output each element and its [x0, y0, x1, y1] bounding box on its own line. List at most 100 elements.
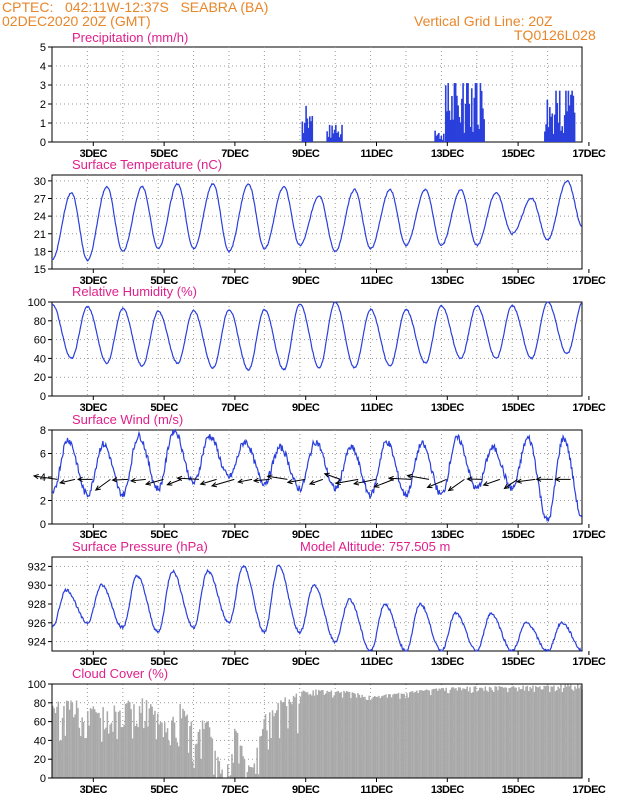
cloud-bar [437, 690, 439, 778]
cloud-bar [143, 728, 145, 778]
wind-arrow-head [503, 483, 510, 490]
y-tick-label: 2 [40, 99, 46, 111]
x-tick-label: 17DEC [572, 275, 606, 287]
cloud-bar [256, 747, 258, 778]
y-tick-label: 20 [34, 372, 46, 384]
cloud-bar [183, 710, 186, 778]
cloud-bar [207, 721, 209, 778]
y-tick-label: 8 [40, 425, 46, 437]
cloud-bar [273, 716, 275, 778]
cloud-bar [528, 691, 530, 778]
cloud-bar [260, 735, 263, 778]
cloud-bar [381, 696, 383, 778]
cloud-bar [154, 710, 156, 778]
cloud-bar [486, 690, 488, 778]
cloud-bar [178, 746, 180, 778]
cloud-bar [329, 691, 331, 778]
x-tick-label: 7DEC [221, 529, 249, 541]
cloud-bar [129, 702, 131, 778]
x-tick-label: 15DEC [502, 656, 536, 668]
cloud-bar [172, 716, 174, 778]
cloud-bar [116, 739, 118, 778]
cloud-bar [427, 690, 429, 778]
wind-arrow [287, 478, 306, 483]
cloud-bar [92, 706, 95, 778]
cloud-bar [397, 692, 400, 778]
x-tick-label: 13DEC [431, 148, 465, 160]
cloud-bar [564, 684, 566, 778]
panel-0 [48, 46, 590, 146]
cloud-bar [553, 685, 555, 778]
cloud-bar [263, 719, 265, 778]
precip-bar [572, 95, 575, 142]
cloud-bar [284, 697, 286, 778]
cloud-bar [73, 717, 75, 778]
cloud-bar [371, 698, 373, 778]
cloud-bar [277, 703, 279, 778]
precip-bar [470, 88, 473, 142]
cloud-bar [59, 740, 61, 778]
precip-bar [305, 105, 307, 142]
wind-arrow-head [266, 474, 273, 480]
cloud-bar [470, 692, 473, 778]
cloud-bar [67, 701, 69, 778]
wind-arrow-head [323, 472, 330, 478]
cloud-bar [348, 691, 351, 778]
cloud-bar [354, 693, 356, 778]
cloud-bar [77, 707, 79, 778]
cloud-bar [339, 692, 341, 778]
cloud-bar [413, 692, 415, 778]
cloud-bar [192, 761, 194, 778]
x-tick-label: 3DEC [80, 148, 108, 160]
cloud-bar [295, 693, 298, 778]
cloud-bar [110, 722, 113, 778]
cloud-bar [425, 689, 428, 778]
cloud-bar [372, 697, 375, 778]
cloud-bar [71, 703, 74, 778]
cloud-bar [211, 738, 214, 778]
cloud-bar [549, 692, 551, 778]
cloud-bar [120, 727, 123, 778]
cloud-bar [253, 763, 256, 778]
y-tick-label: 0 [40, 773, 46, 785]
cloud-bar [353, 692, 355, 778]
x-tick-label: 5DEC [150, 148, 178, 160]
cloud-bar [133, 704, 135, 778]
cloud-bar [458, 687, 460, 778]
cloud-bar [291, 704, 293, 778]
precip-bar [567, 90, 570, 142]
cloud-bar [521, 689, 523, 778]
cloud-bar [557, 686, 559, 778]
cloud-bar [578, 688, 580, 778]
cloud-bar [379, 698, 382, 778]
precip-bar [483, 119, 485, 142]
cloud-bar [60, 740, 62, 778]
cloud-bar [330, 690, 333, 778]
wind-arrow-head [308, 480, 315, 485]
y-tick-label: 40 [34, 735, 46, 747]
cloud-bar [176, 742, 179, 778]
cloud-bar [318, 689, 320, 778]
cloud-bar [105, 727, 107, 778]
cloud-bar [217, 757, 219, 778]
cloud-bar [221, 769, 223, 778]
precip-bar [439, 138, 441, 142]
cloud-bar [460, 690, 463, 778]
cloud-bar [530, 688, 533, 778]
cloud-bar [218, 760, 221, 778]
cloud-bar [325, 693, 327, 778]
cloud-bar [360, 697, 362, 778]
cloud-bar [544, 686, 547, 778]
wind-arrow-head [237, 478, 244, 484]
cloud-bar [515, 687, 517, 778]
cloud-bar [155, 739, 158, 778]
cloud-bar [264, 714, 267, 778]
cloud-bar [96, 713, 99, 778]
cloud-bar [189, 726, 191, 778]
cloud-bar [367, 699, 369, 778]
x-tick-label: 15DEC [502, 402, 536, 414]
cloud-bar [313, 695, 316, 778]
cloud-bar [203, 729, 205, 778]
wind-arrow-head [76, 476, 83, 482]
cloud-bar [395, 693, 397, 778]
